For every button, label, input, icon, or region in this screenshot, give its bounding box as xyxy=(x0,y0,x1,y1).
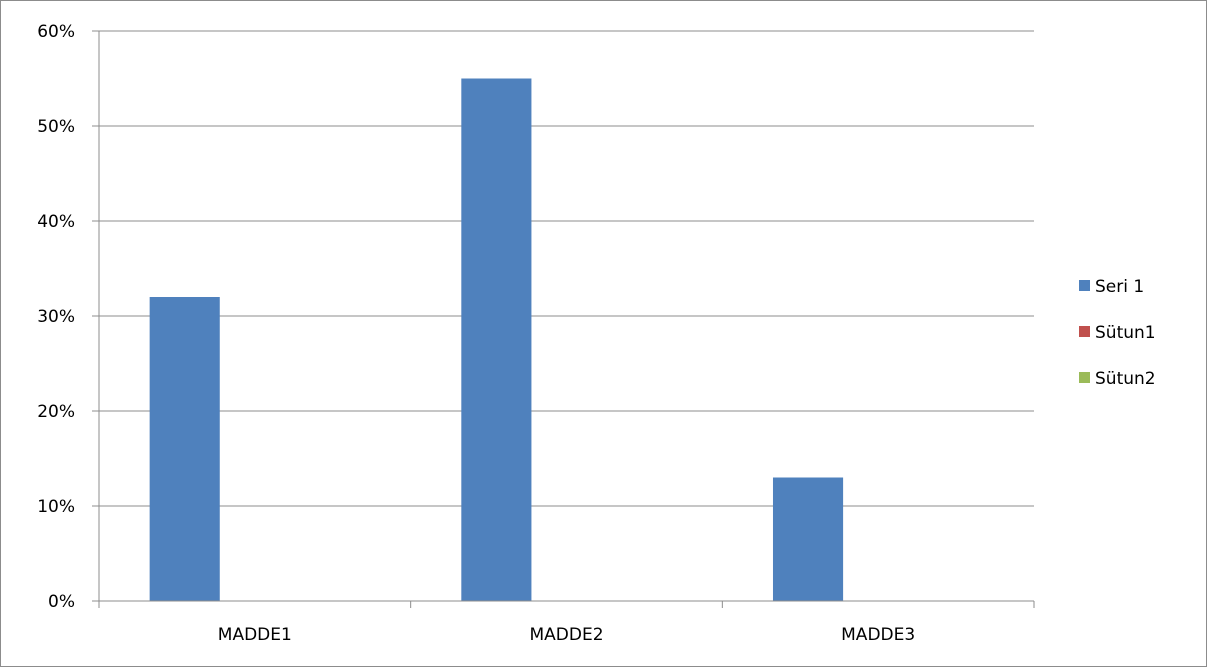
legend-label: Sütun2 xyxy=(1095,369,1156,389)
category-labels: MADDE1 MADDE2 MADDE3 xyxy=(218,625,915,645)
bar-madde3-series-1 xyxy=(772,477,844,601)
y-tick-label: 30% xyxy=(37,307,75,327)
legend-swatch xyxy=(1079,372,1090,383)
legend-swatch xyxy=(1079,326,1090,337)
category-label: MADDE1 xyxy=(218,625,292,645)
legend: Seri 1 Sütun1 Sütun2 xyxy=(1079,277,1156,389)
legend-swatch xyxy=(1079,280,1090,291)
legend-label: Sütun1 xyxy=(1095,323,1156,343)
y-tick-label: 0% xyxy=(48,592,75,612)
y-tick-label: 40% xyxy=(37,212,75,232)
y-tick-label: 10% xyxy=(37,497,75,517)
gridlines xyxy=(99,30,1034,507)
bar-madde1-series-1 xyxy=(149,297,220,601)
legend-label: Seri 1 xyxy=(1095,277,1144,297)
bar-madde2-series-1 xyxy=(461,78,532,601)
y-tick-label: 60% xyxy=(37,22,75,42)
axes xyxy=(92,30,1035,608)
y-tick-labels: 0% 10% 20% 30% 40% 50% 60% xyxy=(37,22,75,612)
category-label: MADDE3 xyxy=(841,625,915,645)
y-tick-label: 20% xyxy=(37,402,75,422)
category-label: MADDE2 xyxy=(529,625,603,645)
bars xyxy=(149,78,844,601)
y-tick-label: 50% xyxy=(37,117,75,137)
